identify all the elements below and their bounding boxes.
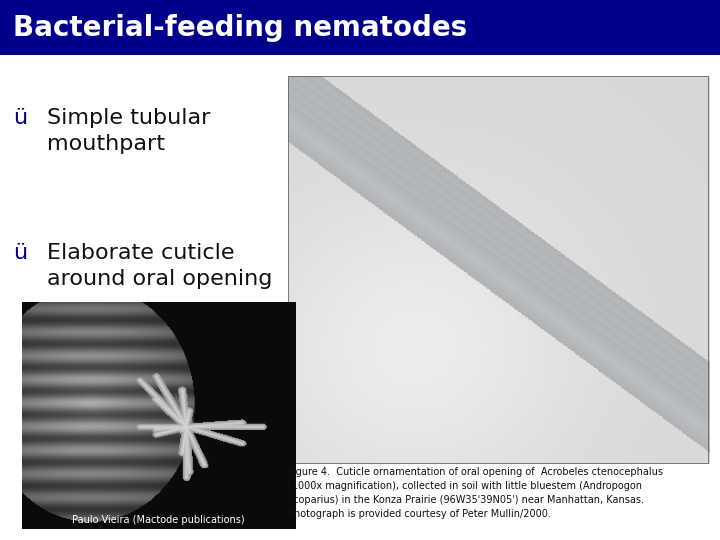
Text: Figure 4.  Cuticle ornamentation of oral opening of  Acrobeles ctenocephalus
(10: Figure 4. Cuticle ornamentation of oral … bbox=[288, 467, 663, 519]
Text: ü: ü bbox=[13, 108, 27, 128]
Text: ü: ü bbox=[13, 243, 27, 263]
Text: Simple tubular
mouthpart: Simple tubular mouthpart bbox=[47, 108, 210, 153]
Text: Bacterial-feeding nematodes: Bacterial-feeding nematodes bbox=[13, 14, 467, 42]
Text: Paulo Vieira (Mactode publications): Paulo Vieira (Mactode publications) bbox=[72, 515, 245, 525]
Text: Elaborate cuticle
around oral opening: Elaborate cuticle around oral opening bbox=[47, 243, 272, 288]
Bar bbox=[0, 0, 720, 55]
